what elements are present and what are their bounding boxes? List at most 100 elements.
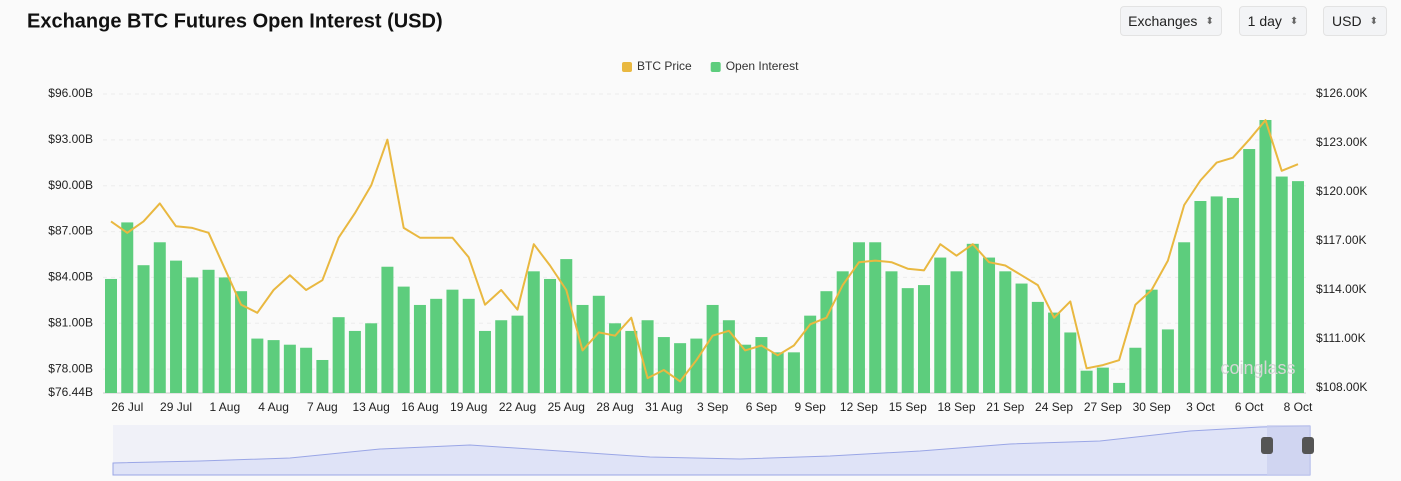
x-tick-label: 28 Aug <box>596 400 633 414</box>
bar <box>413 304 426 393</box>
bar <box>1194 201 1207 393</box>
bar <box>1096 367 1109 393</box>
x-tick-label: 13 Aug <box>352 400 389 414</box>
x-tick-label: 1 Aug <box>209 400 240 414</box>
bar <box>771 352 784 393</box>
bar <box>430 298 443 393</box>
bar <box>511 315 524 393</box>
y-tick-label: $87.00B <box>48 224 93 238</box>
x-tick-label: 8 Oct <box>1284 400 1313 414</box>
bar <box>918 285 930 393</box>
x-tick-label: 27 Sep <box>1084 400 1122 414</box>
bar <box>1210 196 1223 393</box>
x-tick-label: 25 Aug <box>548 400 585 414</box>
bar <box>1178 242 1191 393</box>
y-tick-label: $78.00B <box>48 361 93 375</box>
bar <box>153 242 166 393</box>
x-tick-label: 6 Sep <box>746 400 778 414</box>
icon: ⬍ <box>1369 15 1378 27</box>
bar <box>657 337 670 393</box>
bar <box>186 277 199 393</box>
x-tick-label: 22 Aug <box>499 400 536 414</box>
bar <box>560 259 573 393</box>
bar <box>348 330 361 393</box>
bar <box>820 291 833 393</box>
bar <box>495 320 508 393</box>
bar <box>1064 332 1077 393</box>
icon: ⬍ <box>1289 15 1299 27</box>
bar <box>1031 301 1044 393</box>
bar <box>722 320 735 393</box>
y2-tick-label: $123.00K <box>1316 135 1367 149</box>
x-tick-label: 9 Sep <box>795 400 827 414</box>
x-tick-label: 30 Sep <box>1133 400 1171 414</box>
x-tick-label: 7 Aug <box>307 400 338 414</box>
bar <box>300 347 313 393</box>
bar <box>950 271 963 393</box>
y2-tick-label: $126.00K <box>1316 86 1367 100</box>
bar <box>397 286 410 393</box>
x-tick-label: 12 Sep <box>840 400 878 414</box>
x-tick-label: 21 Sep <box>986 400 1024 414</box>
exchanges-select[interactable]: Exchanges ⬍ <box>1120 6 1222 36</box>
chart-title: Exchange BTC Futures Open Interest (USD) <box>27 10 443 32</box>
bar <box>446 289 459 393</box>
bar <box>1161 329 1174 393</box>
bar <box>478 330 491 393</box>
bar <box>1048 312 1061 393</box>
x-tick-label: 6 Oct <box>1235 400 1264 414</box>
bar <box>706 304 719 393</box>
bar <box>869 242 882 393</box>
label: USD <box>1332 13 1362 29</box>
y2-tick-label: $114.00K <box>1316 282 1367 296</box>
x-tick-label: 16 Aug <box>401 400 438 414</box>
y2-tick-label: $111.00K <box>1316 331 1366 345</box>
bar <box>218 277 231 393</box>
bar <box>137 265 150 393</box>
bar <box>1291 181 1304 393</box>
bar <box>1275 176 1288 393</box>
bar <box>739 344 752 393</box>
bar <box>251 338 264 393</box>
bar <box>462 298 475 393</box>
y2-tick-label: $108.00K <box>1316 380 1367 394</box>
y-tick-label: $93.00B <box>48 132 93 146</box>
y-tick-label: $84.00B <box>48 270 93 284</box>
icon: ⬍ <box>1205 15 1214 27</box>
bar <box>1145 289 1158 393</box>
y2-tick-label: $117.00K <box>1316 233 1367 247</box>
x-tick-label: 24 Sep <box>1035 400 1073 414</box>
x-tick-label: 31 Aug <box>645 400 682 414</box>
interval-select[interactable]: 1 day ⬍ <box>1239 6 1307 36</box>
bar <box>836 271 849 393</box>
bar <box>1129 347 1142 393</box>
bar <box>365 323 378 393</box>
currency-select[interactable]: USD ⬍ <box>1323 6 1387 36</box>
label: Exchanges <box>1128 13 1198 29</box>
bar <box>983 257 996 393</box>
bar <box>999 271 1012 393</box>
x-tick-label: 3 Sep <box>697 400 729 414</box>
y-tick-label: $76.44B <box>48 385 93 399</box>
y2-tick-label: $120.00K <box>1316 184 1367 198</box>
bar <box>755 337 768 393</box>
bar <box>544 278 557 393</box>
x-tick-label: 3 Oct <box>1186 400 1215 414</box>
legend-label: Open Interest <box>726 59 799 73</box>
watermark: coinglass <box>1220 358 1295 378</box>
bar <box>690 338 703 393</box>
navigator-handle[interactable] <box>1261 437 1273 454</box>
bar <box>1259 119 1272 394</box>
bar <box>1243 149 1256 393</box>
bar <box>934 257 947 393</box>
x-tick-label: 18 Sep <box>937 400 975 414</box>
bar <box>332 317 345 393</box>
x-tick-label: 4 Aug <box>258 400 289 414</box>
price-line <box>110 119 1299 383</box>
bar <box>235 291 248 393</box>
navigator-handle[interactable] <box>1302 437 1314 454</box>
bar <box>787 352 800 393</box>
bar <box>804 315 817 393</box>
bar <box>885 271 898 393</box>
